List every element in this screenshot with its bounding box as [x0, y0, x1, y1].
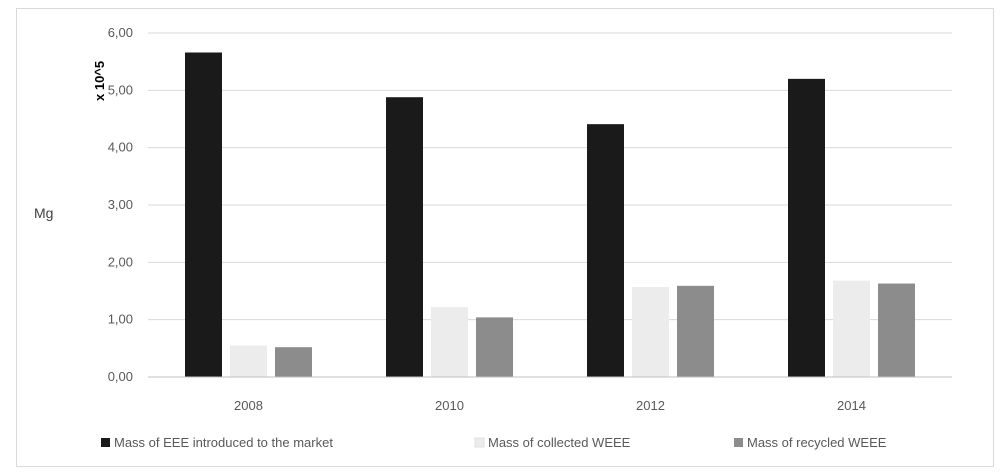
legend-label: Mass of EEE introduced to the market — [114, 435, 333, 450]
y-tick-label: 4,00 — [108, 140, 133, 155]
legend-swatch — [474, 437, 485, 448]
y-axis-label: Mg — [34, 205, 53, 221]
x-category-label: 2014 — [837, 398, 866, 413]
bar-2010-series-1 — [386, 97, 423, 378]
x-category-label: 2008 — [234, 398, 263, 413]
chart-frame — [16, 8, 994, 467]
legend: Mass of EEE introduced to the market Mass… — [101, 435, 887, 450]
x-category-label: 2012 — [636, 398, 665, 413]
legend-label: Mass of recycled WEEE — [747, 435, 887, 450]
legend-swatch — [101, 438, 110, 447]
bar-2008-series-1 — [185, 52, 222, 377]
bar-2014-series-3 — [878, 283, 915, 377]
bar-2010-series-3 — [476, 317, 513, 377]
gridlines — [148, 32, 952, 321]
bar-2008-series-2 — [230, 345, 267, 377]
bar-2012-series-3 — [677, 285, 714, 377]
bar-2014-series-1 — [788, 78, 825, 377]
legend-swatch — [734, 438, 743, 447]
bar-2008-series-3 — [275, 347, 312, 377]
bar-2012-series-2 — [632, 286, 669, 377]
y-tick-label: 2,00 — [108, 254, 133, 269]
bar-2012-series-1 — [587, 124, 624, 377]
legend-label: Mass of collected WEEE — [488, 435, 631, 450]
bar-2014-series-2 — [833, 280, 870, 377]
bar-2010-series-2 — [431, 307, 468, 377]
bars — [185, 52, 915, 378]
y-tick-label: 0,00 — [108, 369, 133, 384]
x-axis-categories: 2008 2010 2012 2014 — [234, 398, 866, 413]
y-tick-label: 5,00 — [108, 82, 133, 97]
x-category-label: 2010 — [435, 398, 464, 413]
y-tick-label: 6,00 — [108, 25, 133, 40]
y-axis-ticks: 0,00 1,00 2,00 3,00 4,00 5,00 6,00 — [108, 25, 133, 384]
y-tick-label: 1,00 — [108, 312, 133, 327]
y-axis-multiplier: x 10^5 — [92, 61, 107, 101]
y-tick-label: 3,00 — [108, 197, 133, 212]
